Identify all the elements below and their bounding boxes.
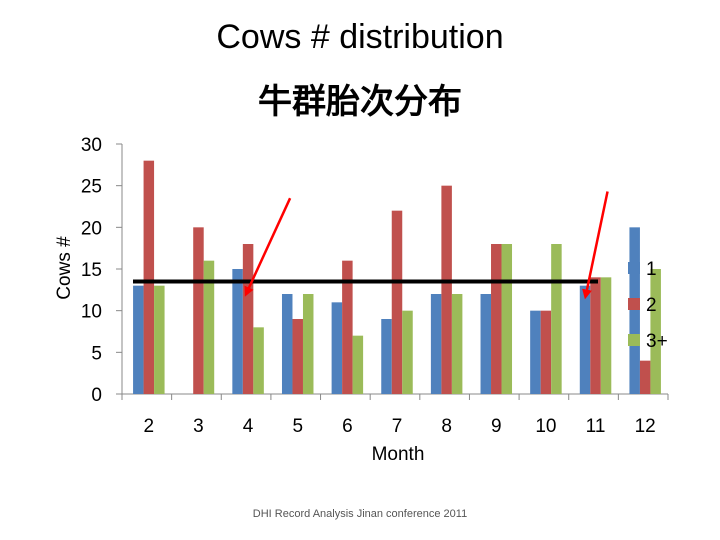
legend-swatch-2	[628, 298, 640, 310]
legend-label-1: 1	[646, 259, 657, 280]
x-tick-label: 10	[535, 416, 556, 437]
bar-series-1-6	[331, 302, 343, 394]
bar-series-3+-6	[352, 335, 364, 394]
y-axis-label: Cows #	[54, 236, 75, 300]
y-tick-label: 0	[91, 385, 102, 406]
bar-series-2-4	[242, 244, 254, 394]
chart-subtitle: 牛群胎次分布	[258, 82, 462, 122]
bar-series-2-3	[193, 227, 204, 394]
bar-series-2-6	[342, 260, 353, 394]
y-tick-label: 10	[81, 302, 102, 323]
bar-series-2-10	[540, 310, 552, 394]
bar-series-2-5	[292, 319, 303, 394]
x-tick-label: 11	[586, 416, 606, 437]
x-tick-label: 2	[144, 416, 155, 437]
footer-text: DHI Record Analysis Jinan conference 201…	[252, 508, 468, 520]
bar-series-1-12	[629, 227, 640, 394]
bar-series-3+-2	[154, 285, 165, 394]
annotation-arrow	[244, 197, 292, 297]
bar-series-3+-5	[302, 294, 314, 394]
x-tick-label: 5	[292, 416, 303, 437]
annotation-arrow	[582, 191, 609, 300]
legend-swatch-3+	[628, 334, 640, 346]
y-tick-label: 20	[81, 218, 102, 239]
bar-series-2-12	[639, 360, 651, 394]
bar-series-1-7	[381, 319, 392, 394]
bar-series-1-11	[579, 285, 591, 394]
y-tick-label: 15	[81, 260, 102, 281]
bar-series-1-4	[232, 269, 243, 394]
legend-swatch-1	[628, 262, 640, 274]
y-tick-label: 30	[81, 135, 102, 156]
bar-series-1-9	[480, 294, 492, 394]
bar-series-3+-7	[402, 310, 413, 394]
bar-series-1-10	[530, 310, 541, 394]
x-axis-label: Month	[372, 444, 425, 465]
legend-label-3+: 3+	[646, 331, 668, 352]
bar-series-2-11	[590, 277, 601, 394]
bar-series-1-2	[133, 285, 144, 394]
bar-series-2-2	[143, 160, 155, 394]
x-tick-label: 4	[243, 416, 254, 437]
bar-series-1-5	[281, 294, 293, 394]
x-tick-label: 6	[342, 416, 353, 437]
bar-series-3+-4	[253, 327, 264, 394]
x-tick-label: 3	[193, 416, 204, 437]
y-tick-label: 5	[91, 343, 102, 364]
chart-title: Cows # distribution	[216, 18, 504, 56]
bar-series-3+-11	[600, 277, 612, 394]
bar-series-3+-3	[203, 260, 215, 394]
x-tick-label: 7	[392, 416, 403, 437]
bar-series-3+-9	[501, 244, 513, 394]
bar-series-3+-10	[551, 244, 562, 394]
bar-series-2-7	[391, 210, 403, 394]
y-tick-label: 25	[81, 177, 102, 198]
legend-label-2: 2	[646, 295, 657, 316]
bar-series-2-9	[491, 244, 502, 394]
bar-series-3+-12	[650, 269, 661, 394]
x-tick-label: 8	[441, 416, 452, 437]
x-tick-label: 9	[491, 416, 502, 437]
bar-series-1-8	[430, 294, 442, 394]
bar-series-3+-8	[451, 294, 463, 394]
bar-series-2-8	[441, 185, 452, 394]
x-tick-label: 12	[635, 416, 656, 437]
